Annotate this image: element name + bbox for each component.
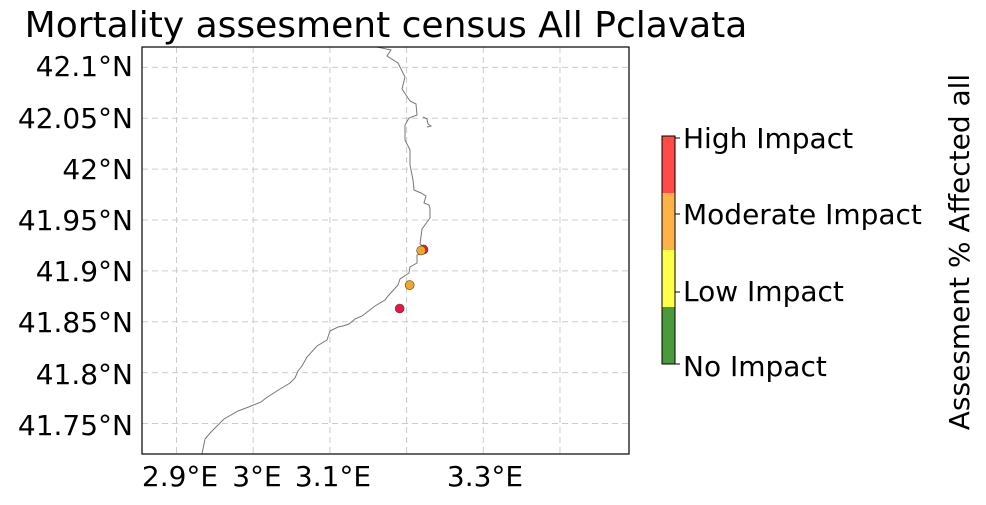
data-point: [404, 280, 415, 290]
y-tick-label: 42.05°N: [18, 102, 133, 135]
colorbar-label-no-impact: No Impact: [683, 350, 827, 383]
colorbar-segment-no-impact: [662, 307, 675, 364]
colorbar-label-low-impact: Low Impact: [683, 275, 844, 308]
colorbar-segment-low-impact: [662, 250, 675, 307]
x-tick-label: 2.9°E: [142, 460, 218, 493]
map-frame: [141, 46, 630, 455]
colorbar: No Impact Low Impact Moderate Impact Hig…: [661, 74, 976, 430]
y-tick-label: 42.1°N: [36, 50, 133, 83]
colorbar-segment-high-impact: [662, 136, 675, 193]
data-points: [394, 244, 429, 314]
x-tick-label: 3.3°E: [447, 460, 523, 493]
x-axis-ticks: 2.9°E 3°E 3.1°E 3.3°E: [142, 460, 523, 493]
colorbar-segment-moderate-impact: [662, 193, 675, 250]
colorbar-label-high-impact: High Impact: [683, 122, 853, 155]
y-tick-label: 41.95°N: [18, 204, 133, 237]
y-tick-label: 41.9°N: [36, 255, 133, 288]
chart-title: Mortality assesment census All Pclavata: [25, 5, 748, 46]
data-point: [394, 303, 405, 314]
y-tick-label: 42°N: [62, 153, 133, 186]
map-background: [142, 47, 629, 454]
y-tick-label: 41.75°N: [18, 409, 133, 442]
colorbar-frame: [661, 135, 676, 365]
y-tick-label: 41.85°N: [18, 306, 133, 339]
y-axis-ticks: 42.1°N 42.05°N 42°N 41.95°N 41.9°N 41.85…: [18, 50, 133, 442]
cape-outline: [422, 116, 433, 128]
colorbar-label-moderate-impact: Moderate Impact: [683, 198, 922, 231]
map-panel: [141, 46, 630, 455]
data-point: [416, 245, 426, 256]
x-tick-label: 3.1°E: [295, 460, 371, 493]
colorbar-axis-label: Assesment % Affected all: [943, 74, 976, 430]
coastline: [201, 46, 431, 455]
x-tick-label: 3°E: [232, 460, 282, 493]
y-tick-label: 41.8°N: [36, 358, 133, 391]
gridlines: [142, 47, 629, 454]
